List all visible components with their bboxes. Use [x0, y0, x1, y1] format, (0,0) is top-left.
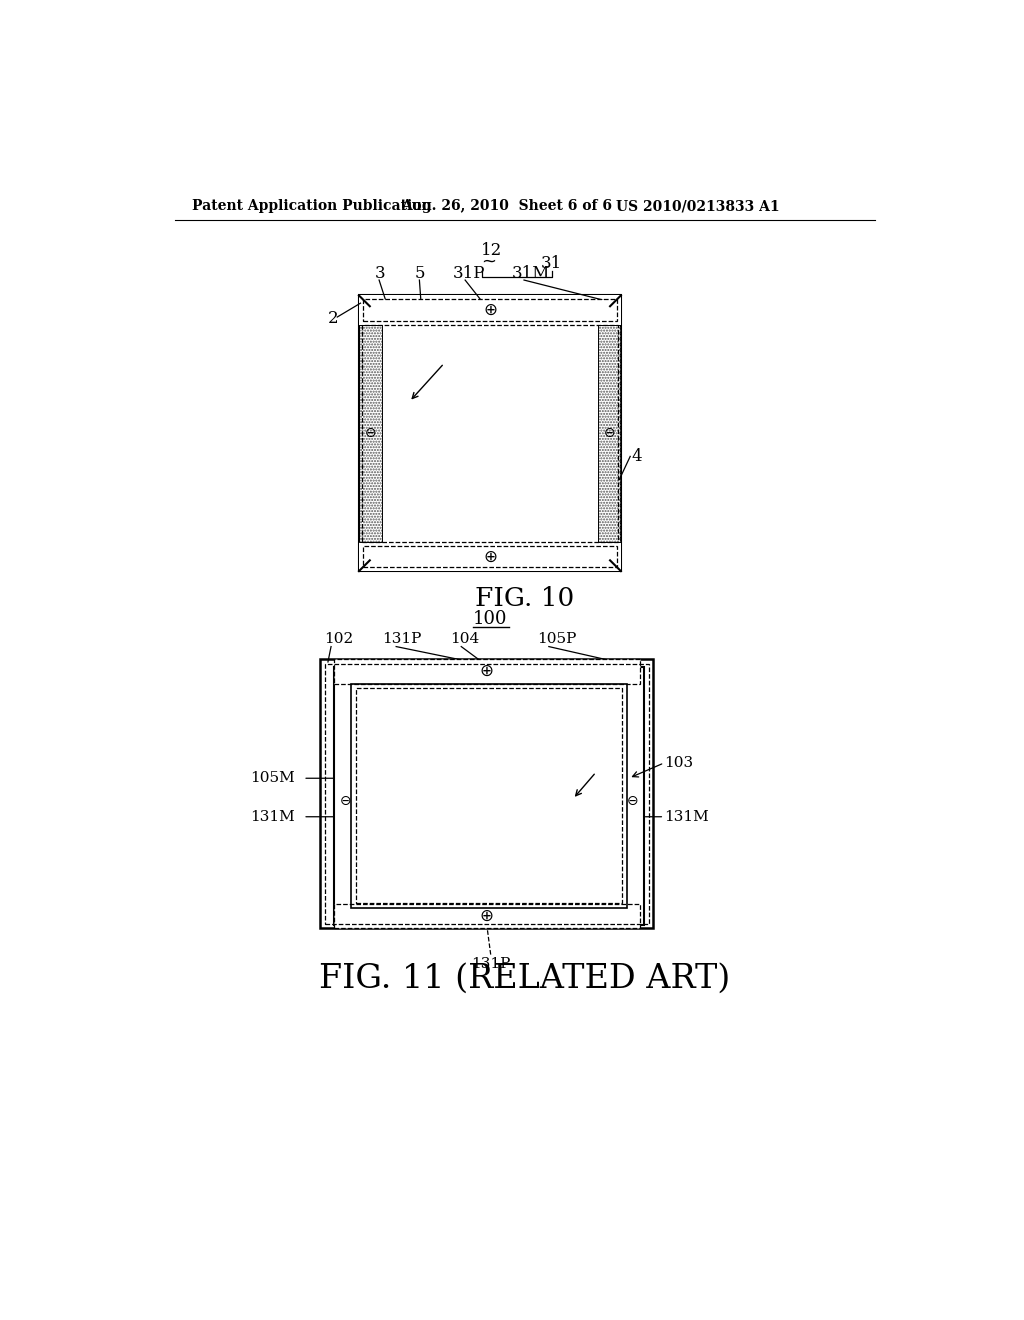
Text: 4: 4 — [632, 447, 642, 465]
Text: Aug. 26, 2010  Sheet 6 of 6: Aug. 26, 2010 Sheet 6 of 6 — [400, 199, 611, 213]
Bar — [321, 659, 653, 928]
Bar — [334, 904, 640, 928]
Text: 2: 2 — [328, 310, 339, 327]
Bar — [359, 325, 382, 543]
Bar — [356, 688, 623, 903]
Text: ⊕: ⊕ — [480, 907, 494, 925]
Text: 131P: 131P — [471, 957, 511, 970]
Text: 131M: 131M — [665, 809, 709, 824]
Bar — [362, 325, 617, 543]
Text: 31P: 31P — [453, 265, 485, 282]
Text: ~: ~ — [481, 252, 497, 271]
Bar — [359, 296, 621, 572]
Text: 105P: 105P — [538, 632, 577, 645]
Text: 102: 102 — [324, 632, 353, 645]
Bar — [334, 659, 640, 684]
Text: 31: 31 — [541, 255, 561, 272]
Bar — [362, 545, 617, 568]
Bar — [359, 325, 382, 543]
Bar — [598, 325, 621, 543]
Bar — [598, 325, 621, 543]
Text: FIG. 10: FIG. 10 — [475, 586, 574, 611]
Text: 31M: 31M — [512, 265, 550, 282]
Bar — [362, 300, 617, 321]
Bar — [334, 667, 644, 924]
Bar — [325, 664, 649, 924]
Text: ⊕: ⊕ — [480, 663, 494, 680]
Text: 12: 12 — [480, 243, 502, 259]
Text: Patent Application Publication: Patent Application Publication — [191, 199, 431, 213]
Text: US 2010/0213833 A1: US 2010/0213833 A1 — [616, 199, 780, 213]
Text: ⊖: ⊖ — [603, 426, 615, 441]
Text: 100: 100 — [473, 610, 507, 628]
Text: 5: 5 — [415, 265, 425, 282]
Text: FIG. 11 (RELATED ART): FIG. 11 (RELATED ART) — [319, 962, 730, 994]
Text: ⊕: ⊕ — [483, 548, 497, 565]
Text: ⊖: ⊖ — [340, 795, 351, 808]
Text: ⊖: ⊖ — [627, 795, 638, 808]
Text: 104: 104 — [451, 632, 479, 645]
Text: 105M: 105M — [251, 771, 295, 785]
Text: 131M: 131M — [251, 809, 295, 824]
Text: ⊖: ⊖ — [365, 426, 377, 441]
Text: ⊕: ⊕ — [483, 301, 497, 319]
Text: 103: 103 — [665, 756, 693, 770]
Text: 131P: 131P — [382, 632, 422, 645]
Text: 3: 3 — [375, 265, 385, 282]
Bar — [351, 684, 627, 908]
Bar — [359, 543, 621, 572]
Bar — [359, 296, 621, 325]
